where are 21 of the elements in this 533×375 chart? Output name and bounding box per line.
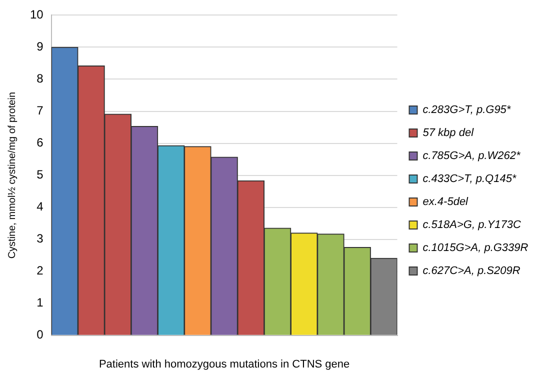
y-tick-label: 2 — [36, 264, 44, 278]
y-tick-label: 9 — [36, 40, 44, 54]
legend-label: c.785G>A, p.W262* — [422, 150, 521, 162]
legend-label: c.518A>G, p.Y173C — [422, 219, 521, 232]
y-tick-label: 0 — [36, 328, 44, 342]
x-axis-title: Patients with homozygous mutations in CTNS gene — [98, 358, 350, 370]
y-tick-label: 3 — [36, 232, 44, 246]
y-tick-label: 7 — [36, 104, 44, 118]
legend-label: c.1015G>A, p.G339R — [422, 242, 528, 254]
y-tick-label: 8 — [36, 72, 44, 86]
y-tick-label: 10 — [30, 8, 44, 22]
y-tick-label: 1 — [36, 296, 44, 310]
y-tick-label: 6 — [36, 136, 44, 150]
legend-label: c.283G>T, p.G95* — [422, 104, 512, 116]
y-axis-title: Cystine, mmol½ cystine/mg of protein — [6, 92, 18, 259]
legend-label: ex.4-5del — [422, 196, 469, 208]
legend-label: c.627C>A, p.S209R — [422, 265, 520, 278]
legend-label: c.433C>T, p.Q145* — [422, 173, 517, 186]
legend-label: 57 kbp del — [422, 127, 474, 140]
y-tick-label: 5 — [36, 168, 44, 182]
y-tick-label: 4 — [36, 200, 44, 214]
